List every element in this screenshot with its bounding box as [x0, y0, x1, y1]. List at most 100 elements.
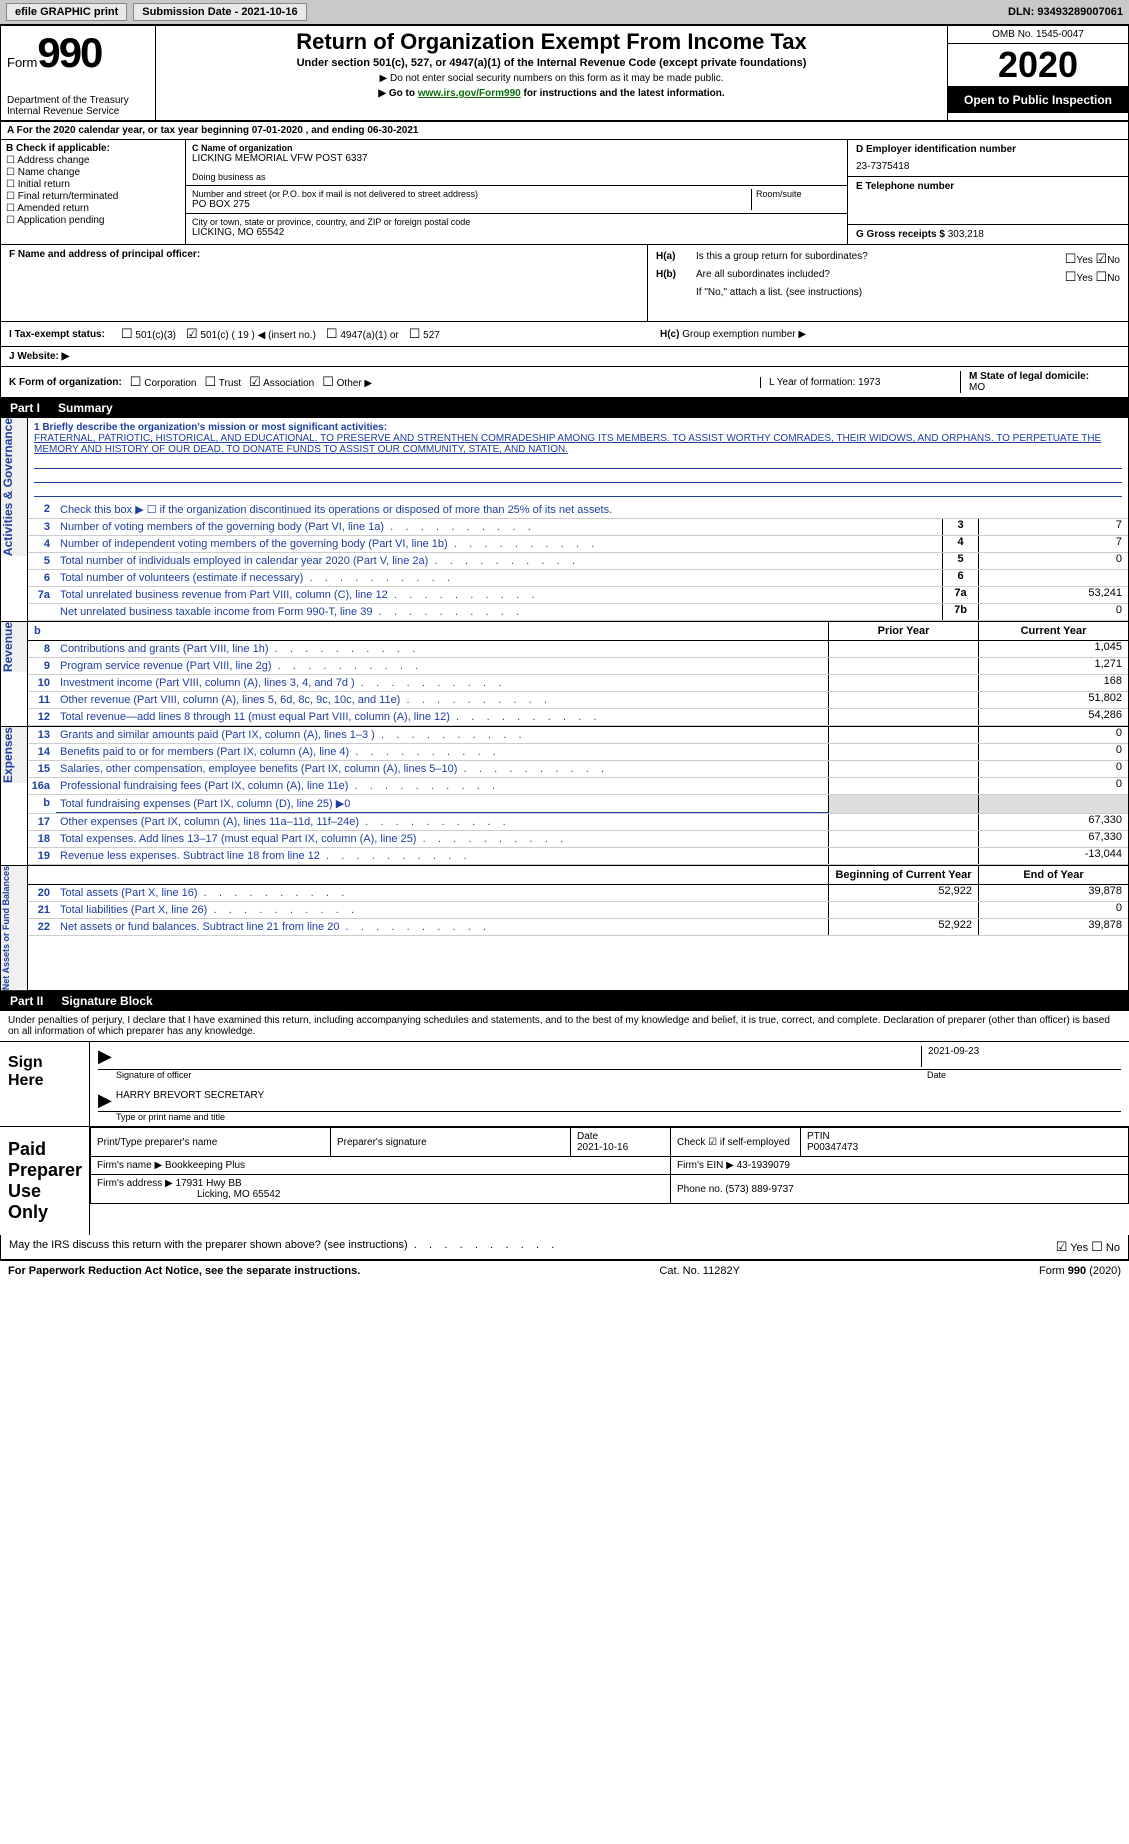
website-row: J Website: ▶ [0, 347, 1129, 367]
tax-status-label: I Tax-exempt status: [9, 329, 105, 340]
hb-text: Are all subordinates included? [696, 269, 1065, 285]
form-word: Form [7, 55, 37, 70]
ha-text: Is this a group return for subordinates? [696, 251, 1065, 267]
summary-line: 17Other expenses (Part IX, column (A), l… [28, 814, 1128, 831]
chk-corp[interactable] [130, 378, 142, 389]
website-label: J Website: ▶ [9, 351, 69, 362]
preparer-sig-label: Preparer's signature [331, 1128, 571, 1157]
hb-no[interactable] [1096, 273, 1108, 284]
street-label: Number and street (or P.O. box if mail i… [192, 189, 751, 199]
mission-text: FRATERNAL, PATRIOTIC, HISTORICAL, AND ED… [34, 433, 1101, 455]
part1-label: Part I [10, 401, 40, 415]
summary-line: 8Contributions and grants (Part VIII, li… [28, 641, 1128, 658]
chk-assoc[interactable] [249, 378, 261, 389]
page-footer: For Paperwork Reduction Act Notice, see … [0, 1260, 1129, 1281]
room-label: Room/suite [756, 189, 841, 199]
summary-line: 22Net assets or fund balances. Subtract … [28, 919, 1128, 936]
col-end-year: End of Year [978, 866, 1128, 884]
irs-link[interactable]: www.irs.gov/Form990 [418, 88, 521, 99]
name-title-label: Type or print name and title [98, 1112, 1121, 1122]
vtab-revenue: Revenue [1, 622, 27, 672]
gross-receipts-label: G Gross receipts $ [856, 229, 945, 240]
city-value: LICKING, MO 65542 [192, 227, 841, 238]
chk-other[interactable] [322, 378, 334, 389]
efile-label: efile GRAPHIC print [6, 3, 127, 21]
vtab-netassets: Net Assets or Fund Balances [1, 866, 27, 990]
summary-line: 7aTotal unrelated business revenue from … [28, 587, 1128, 604]
chk-trust[interactable] [204, 378, 216, 389]
gross-receipts-value: 303,218 [948, 229, 984, 240]
summary-line: bTotal fundraising expenses (Part IX, co… [28, 795, 1128, 814]
part2-title: Signature Block [61, 994, 152, 1008]
summary-line: 19Revenue less expenses. Subtract line 1… [28, 848, 1128, 865]
firm-ein-label: Firm's EIN ▶ [677, 1160, 734, 1171]
top-bar: efile GRAPHIC print Submission Date - 20… [0, 0, 1129, 25]
ptin-value: P00347473 [807, 1142, 858, 1153]
sig-officer-label: Signature of officer [98, 1070, 921, 1080]
state-domicile-label: M State of legal domicile: [969, 371, 1089, 382]
summary-line: 21Total liabilities (Part X, line 26)0 [28, 902, 1128, 919]
hb-yes[interactable] [1065, 273, 1077, 284]
korg-label: K Form of organization: [9, 377, 122, 388]
discuss-yes[interactable] [1056, 1242, 1068, 1254]
principal-officer-label: F Name and address of principal officer: [9, 249, 200, 260]
chk-amended-return[interactable]: Amended return [6, 203, 180, 214]
prep-date-value: 2021-10-16 [577, 1142, 628, 1153]
summary-line: 20Total assets (Part X, line 16)52,92239… [28, 885, 1128, 902]
self-employed-check[interactable]: Check ☑ if self-employed [671, 1128, 801, 1157]
ha-yes[interactable] [1065, 255, 1077, 266]
summary-line: 12Total revenue—add lines 8 through 11 (… [28, 709, 1128, 726]
opt-527: 527 [423, 330, 440, 341]
chk-application-pending[interactable]: Application pending [6, 215, 180, 226]
vtab-expenses: Expenses [1, 727, 27, 783]
chk-final-return[interactable]: Final return/terminated [6, 191, 180, 202]
firm-phone-label: Phone no. [677, 1184, 723, 1195]
summary-line: 3Number of voting members of the governi… [28, 519, 1128, 536]
summary-line: 9Program service revenue (Part VIII, lin… [28, 658, 1128, 675]
ein-label: D Employer identification number [856, 144, 1120, 155]
identification-block: B Check if applicable: Address change Na… [0, 140, 1129, 245]
chk-501c3[interactable] [121, 330, 133, 341]
summary-line: 5Total number of individuals employed in… [28, 553, 1128, 570]
opt-501c: 501(c) ( 19 ) ◀ (insert no.) [200, 330, 316, 341]
state-domicile-value: MO [969, 382, 985, 393]
goto-post: for instructions and the latest informat… [524, 88, 725, 99]
officer-name-title: HARRY BREVORT SECRETARY [112, 1090, 1121, 1111]
firm-addr-label: Firm's address ▶ [97, 1178, 173, 1189]
hc-text: Group exemption number ▶ [682, 329, 806, 340]
chk-4947[interactable] [326, 330, 338, 341]
ptin-label: PTIN [807, 1131, 830, 1142]
summary-line: 11Other revenue (Part VIII, column (A), … [28, 692, 1128, 709]
col-current-year: Current Year [978, 622, 1128, 640]
form-subtitle: Under section 501(c), 527, or 4947(a)(1)… [162, 57, 941, 69]
ha-no[interactable] [1096, 255, 1108, 266]
street-value: PO BOX 275 [192, 199, 751, 210]
form-title: Return of Organization Exempt From Incom… [162, 29, 941, 55]
chk-527[interactable] [409, 330, 421, 341]
chk-name-change[interactable]: Name change [6, 167, 180, 178]
sign-here-label: Sign Here [0, 1042, 90, 1126]
firm-addr-value: 17931 Hwy BB [176, 1178, 242, 1189]
opt-other: Other ▶ [337, 378, 372, 389]
paid-preparer-label: Paid Preparer Use Only [0, 1127, 90, 1235]
firm-ein-value: 43-1939079 [737, 1160, 790, 1171]
org-name: LICKING MEMORIAL VFW POST 6337 [192, 153, 841, 164]
discuss-no[interactable] [1091, 1242, 1103, 1254]
sig-date-label: Date [921, 1070, 1121, 1080]
summary-line: 13Grants and similar amounts paid (Part … [28, 727, 1128, 744]
form-header: Form 990 Department of the Treasury Inte… [0, 25, 1129, 122]
omb-number: OMB No. 1545-0047 [948, 26, 1128, 44]
chk-501c[interactable] [186, 330, 198, 341]
sig-date-value: 2021-09-23 [921, 1046, 1121, 1067]
submission-date: Submission Date - 2021-10-16 [133, 3, 306, 21]
chk-initial-return[interactable]: Initial return [6, 179, 180, 190]
open-public: Open to Public Inspection [948, 87, 1128, 113]
preparer-name-label: Print/Type preparer's name [91, 1128, 331, 1157]
chk-address-change[interactable]: Address change [6, 155, 180, 166]
firm-city-value: Licking, MO 65542 [97, 1189, 280, 1200]
irs-label: Internal Revenue Service [7, 106, 149, 117]
activities-governance-section: Activities & Governance 1 Briefly descri… [0, 418, 1129, 622]
summary-line: 10Investment income (Part VIII, column (… [28, 675, 1128, 692]
part2-header: Part II Signature Block [0, 991, 1129, 1011]
org-form-row: K Form of organization: Corporation Trus… [0, 367, 1129, 398]
